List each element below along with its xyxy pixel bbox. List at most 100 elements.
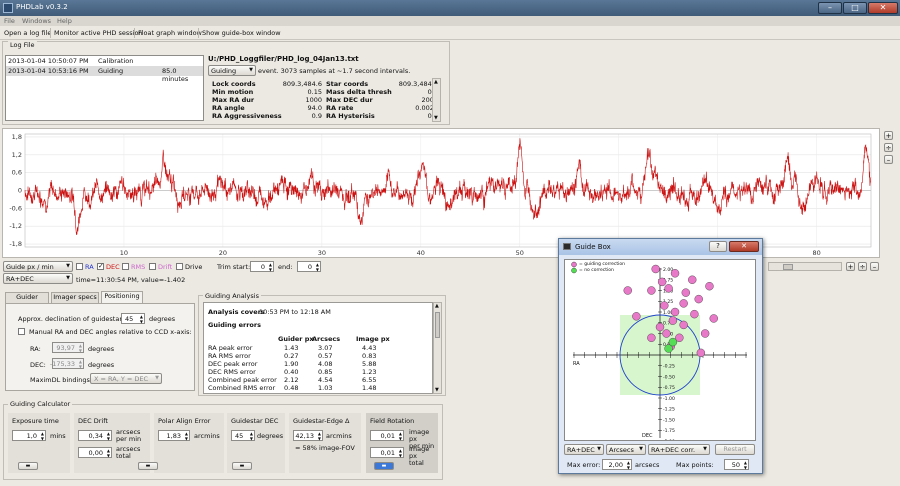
guidestar-dec-collapse-button[interactable]: ▬: [232, 462, 252, 470]
spinner-icon[interactable]: ▲ ▼: [743, 460, 747, 470]
open-log-button[interactable]: Open a log file: [4, 29, 52, 37]
spinner-icon[interactable]: ▲ ▼: [268, 262, 272, 272]
guidestar-dec-value: 45: [235, 432, 244, 440]
gb-corr-dropdown[interactable]: RA+DEC corr. ▼: [648, 444, 710, 455]
polar-spinbox[interactable]: 1,83 ▲ ▼: [158, 430, 190, 441]
spinner-icon[interactable]: ▲ ▼: [106, 448, 110, 458]
chevron-down-icon: ▼: [66, 263, 70, 269]
units-dropdown[interactable]: Guide px / min ▼: [3, 261, 73, 272]
maximize-button[interactable]: □: [843, 2, 867, 14]
guidebox-titlebar[interactable]: Guide Box ? ✕: [559, 239, 762, 255]
tab-positioning[interactable]: Positioning: [101, 291, 143, 303]
session-row-guiding[interactable]: 2013-01-04 10:53:16 PM Guiding 85.0 minu…: [6, 66, 203, 83]
fieldrot-total-spinbox[interactable]: 0,01 ▲ ▼: [370, 447, 404, 458]
legend-no-correction-label: = no correction: [579, 268, 614, 273]
params-scrollbar[interactable]: ▲ ▼: [432, 78, 441, 122]
menu-windows[interactable]: Windows: [22, 17, 52, 25]
guidestar-dec-spinbox[interactable]: 45 ▲ ▼: [231, 430, 255, 441]
ra-angle-spinbox[interactable]: 93,97 ▲ ▼: [52, 342, 84, 353]
approx-dec-spinbox[interactable]: 45 ▲ ▼: [121, 313, 145, 324]
scroll-up-icon[interactable]: ▲: [435, 303, 439, 309]
y-tick-label: -1,8: [9, 240, 22, 248]
monitor-session-button[interactable]: Monitor active PHD session: [54, 29, 143, 37]
dec-checkbox[interactable]: [97, 262, 104, 270]
maximdl-dropdown[interactable]: X = RA, Y = DEC ▼: [90, 373, 162, 384]
spinner-icon[interactable]: ▲ ▼: [40, 431, 44, 441]
spinner-icon[interactable]: ▲ ▼: [78, 343, 82, 353]
scroll-thumb[interactable]: [783, 264, 793, 270]
mode-dropdown[interactable]: Guiding ▼: [208, 65, 256, 76]
decdrift-rate-spinbox[interactable]: 0,34 ▲ ▼: [78, 430, 112, 441]
approx-dec-unit: degrees: [149, 315, 176, 323]
rms-checkbox[interactable]: [122, 263, 129, 270]
tab-imager-specs[interactable]: Imager specs: [51, 292, 99, 303]
exposure-spinbox[interactable]: 1,0 ▲ ▼: [12, 430, 46, 441]
param-label: RA rate: [326, 104, 354, 112]
scroll-down-icon[interactable]: ▼: [435, 387, 439, 393]
gb-mode-dropdown[interactable]: RA+DEC ▼: [564, 444, 604, 455]
ra-checkbox[interactable]: [76, 263, 83, 270]
scroll-down-icon[interactable]: ▼: [434, 115, 438, 121]
drive-checkbox[interactable]: [176, 263, 183, 270]
session-row-calibration[interactable]: 2013-01-04 10:50:07 PM Calibration: [6, 56, 203, 66]
session-date: 2013-01-04 10:50:07 PM: [8, 57, 89, 65]
minimize-button[interactable]: –: [818, 2, 842, 14]
decdrift-total-spinbox[interactable]: 0,00 ▲ ▼: [78, 447, 112, 458]
h-zoom-out-button[interactable]: –: [870, 262, 879, 271]
spinner-icon[interactable]: ▲ ▼: [249, 431, 253, 441]
maximdl-label: MaximDL bindings:: [30, 376, 93, 384]
spinner-icon[interactable]: ▲ ▼: [315, 262, 319, 272]
h-zoom-in-button[interactable]: +: [846, 262, 855, 271]
spinner-icon[interactable]: ▲ ▼: [398, 448, 402, 458]
scroll-thumb[interactable]: [435, 312, 440, 338]
spinner-icon[interactable]: ▲ ▼: [78, 359, 82, 369]
float-graph-button[interactable]: Float graph window: [138, 29, 202, 37]
ra-angle-unit: degrees: [88, 345, 115, 353]
menu-help[interactable]: Help: [57, 17, 72, 25]
analysis-scrollbar[interactable]: ▲ ▼: [433, 302, 442, 394]
edge-spinbox[interactable]: 42,13 ▲ ▼: [293, 430, 323, 441]
dec-angle-spinbox[interactable]: -175,33 ▲ ▼: [50, 358, 84, 369]
restart-button[interactable]: Restart: [715, 444, 755, 455]
h-zoom-reset-button[interactable]: ÷: [858, 262, 867, 271]
guidebox-scatter[interactable]: 2.001.751.501.251.000.750.500.25-0.25-0.…: [565, 260, 755, 440]
trim-end-spinbox[interactable]: 0 ▲ ▼: [297, 261, 321, 272]
show-guidebox-button[interactable]: Show guide-box window: [202, 29, 281, 37]
spinner-icon[interactable]: ▲ ▼: [139, 314, 143, 324]
manual-angles-checkbox[interactable]: [18, 328, 25, 335]
help-button[interactable]: ?: [709, 241, 727, 252]
fieldrot-collapse-button[interactable]: ▬: [374, 462, 394, 470]
max-error-spinbox[interactable]: 2,00 ▲ ▼: [602, 459, 632, 470]
y-tick-label: 0,6: [12, 169, 22, 177]
fieldrot-rate-spinbox[interactable]: 0,01 ▲ ▼: [370, 430, 404, 441]
correction-point: [679, 320, 688, 330]
param-value: 0.0028: [415, 104, 438, 112]
guide-graph[interactable]: 1,81,20,60-0,6-1,2-1,81020304050607080: [3, 129, 879, 257]
tab-guider-specs[interactable]: Guider specs: [5, 292, 49, 309]
legend-correction-label: = guiding correction: [579, 262, 626, 267]
zoom-in-button[interactable]: +: [884, 131, 893, 140]
guidebox-close-button[interactable]: ✕: [729, 241, 759, 252]
polar-collapse-button[interactable]: ▬: [138, 462, 158, 470]
scroll-up-icon[interactable]: ▲: [434, 79, 438, 85]
zoom-reset-button[interactable]: ÷: [884, 143, 893, 152]
spinner-icon[interactable]: ▲ ▼: [317, 431, 321, 441]
zoom-out-button[interactable]: –: [884, 155, 893, 164]
session-list[interactable]: 2013-01-04 10:50:07 PM Calibration 2013-…: [5, 55, 204, 121]
gb-units-dropdown[interactable]: Arcsecs ▼: [606, 444, 646, 455]
spinner-icon[interactable]: ▲ ▼: [626, 460, 630, 470]
spinner-icon[interactable]: ▲ ▼: [106, 431, 110, 441]
decdrift-total-unit: arcsecs total: [116, 445, 141, 460]
max-points-spinbox[interactable]: 50 ▲ ▼: [724, 459, 749, 470]
trim-end-value: 0: [307, 263, 312, 271]
close-button[interactable]: ✕: [868, 2, 898, 14]
axes-dropdown[interactable]: RA+DEC ▼: [3, 273, 73, 284]
spinner-icon[interactable]: ▲ ▼: [184, 431, 188, 441]
fieldrot-box: Field Rotation 0,01 ▲ ▼ image px per min 0…: [366, 413, 438, 473]
spinner-icon[interactable]: ▲ ▼: [398, 431, 402, 441]
exposure-collapse-button[interactable]: ▬: [18, 462, 38, 470]
drift-checkbox[interactable]: [149, 263, 156, 270]
menu-file[interactable]: File: [4, 17, 15, 25]
graph-hscrollbar[interactable]: [768, 262, 842, 271]
trim-start-spinbox[interactable]: 0 ▲ ▼: [250, 261, 274, 272]
